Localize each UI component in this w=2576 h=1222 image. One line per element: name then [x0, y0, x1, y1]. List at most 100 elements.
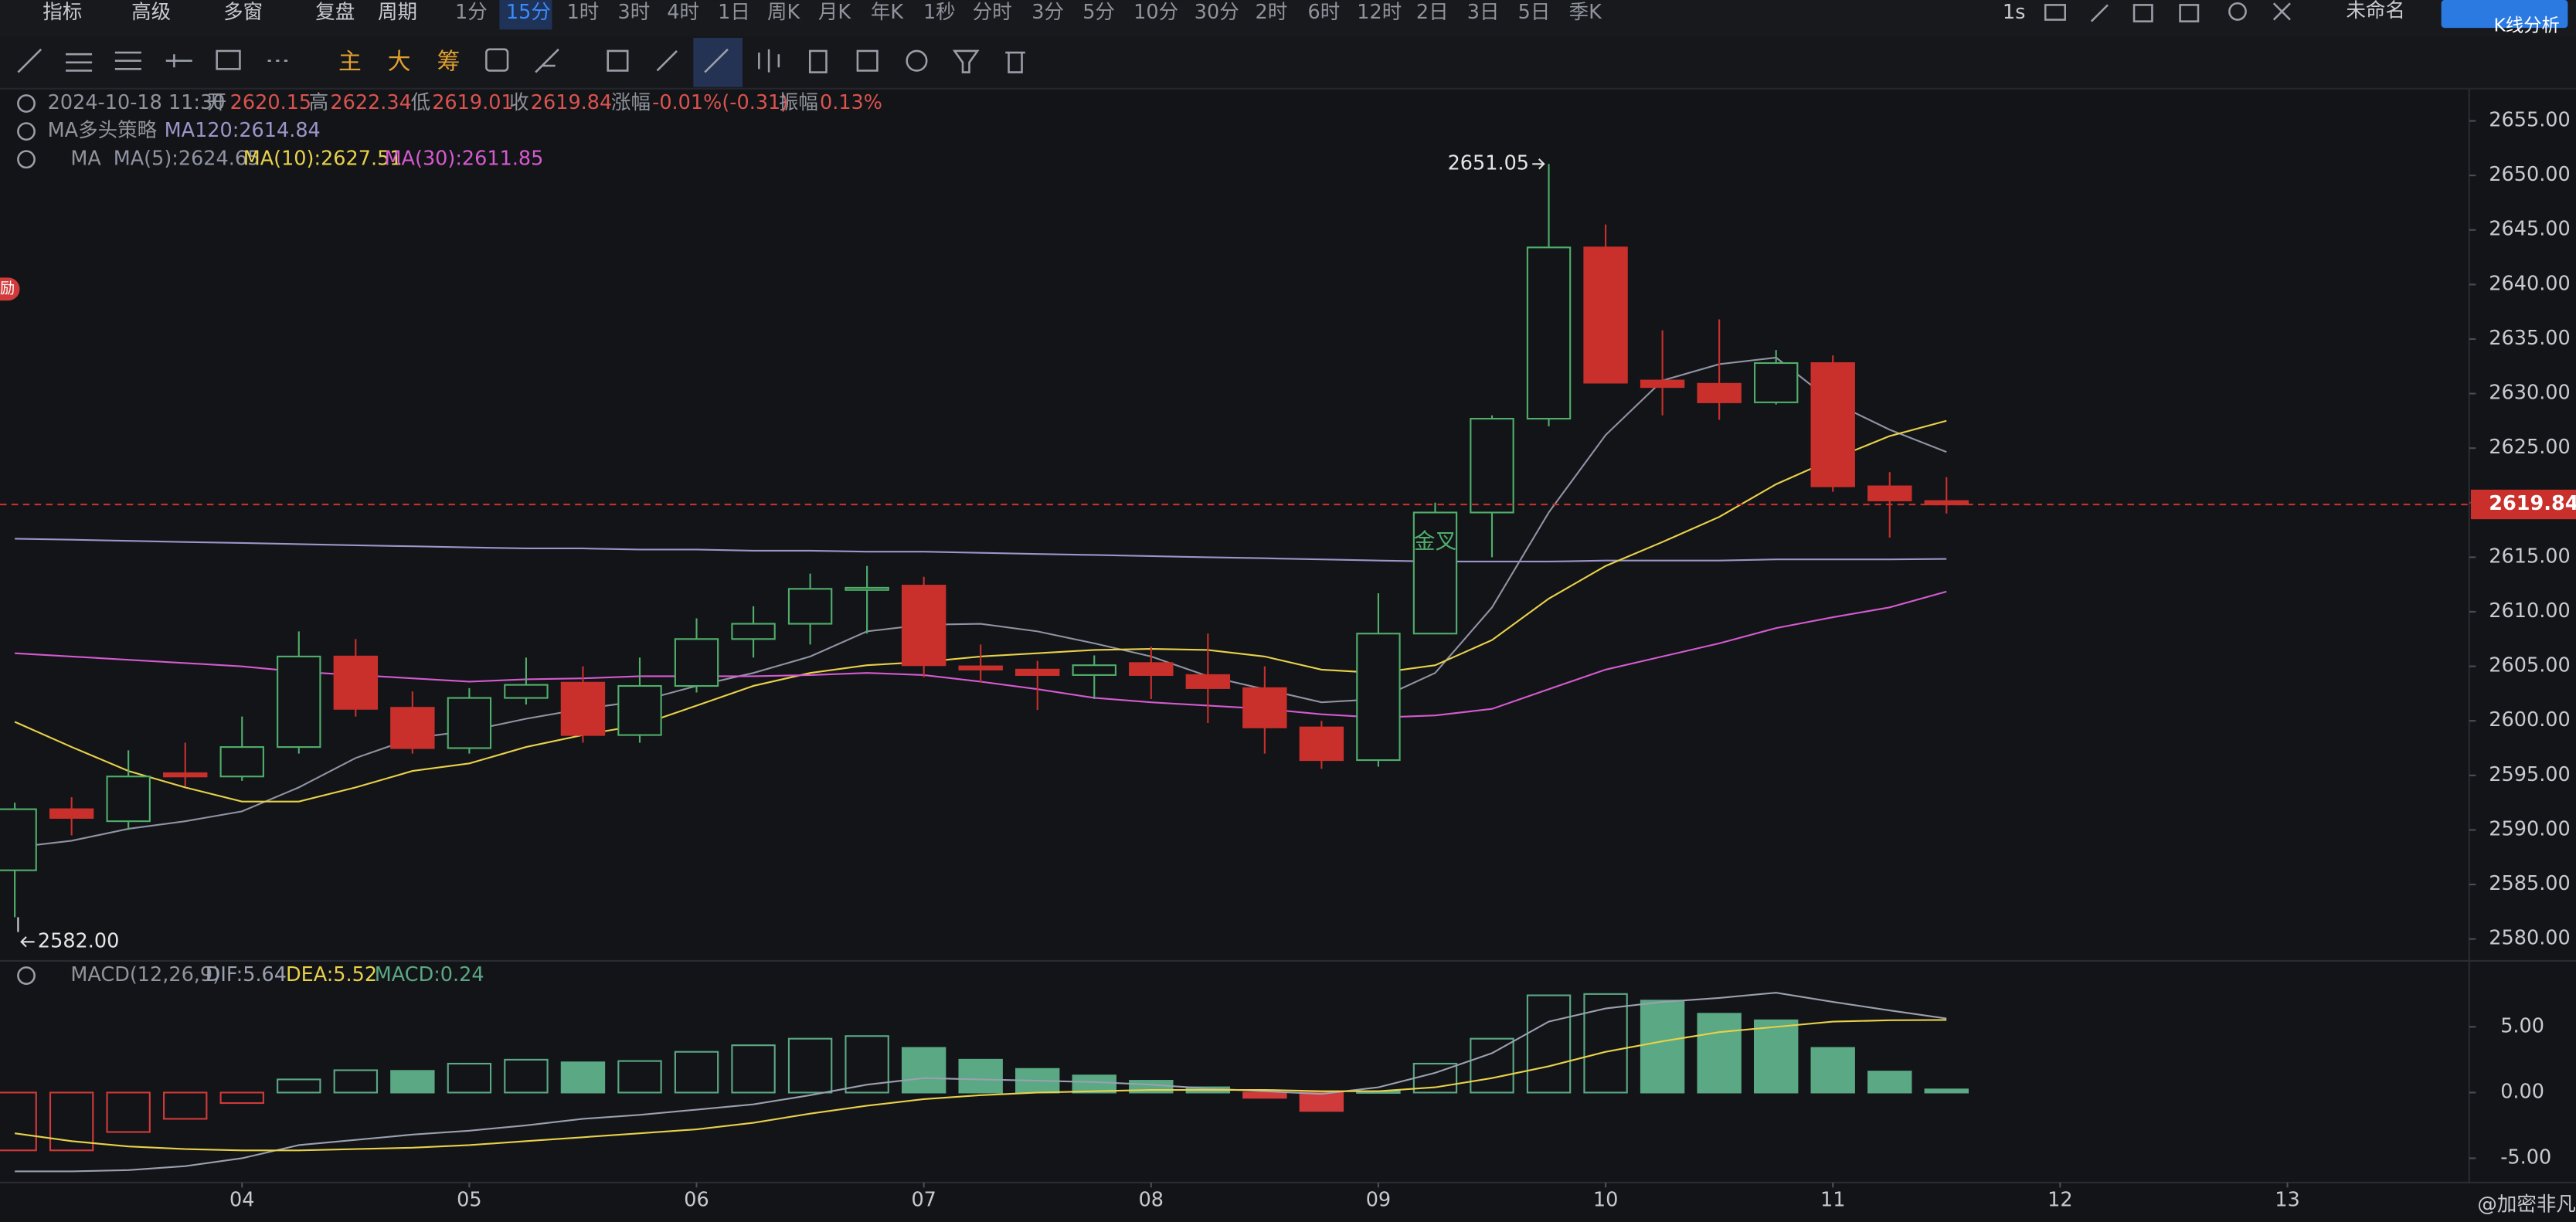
macd-bar	[49, 1091, 94, 1152]
period-item[interactable]: 1分	[455, 1, 488, 24]
y-tick-label: 2595.00	[2489, 763, 2570, 786]
min-arrow	[20, 936, 35, 948]
candle-body	[731, 623, 776, 640]
macd-bar	[1470, 1037, 1514, 1094]
legend-entry: MA(30):2611.85	[385, 147, 544, 170]
icon-window[interactable]	[2133, 4, 2153, 22]
x-tick-label: 09	[1366, 1188, 1391, 1211]
period-item[interactable]: 30分	[1195, 1, 1239, 24]
candle-body	[106, 776, 151, 823]
tool-i[interactable]	[906, 49, 928, 72]
menu-item[interactable]: 高级	[131, 1, 171, 24]
period-item[interactable]: 10分	[1133, 1, 1178, 24]
menu-item[interactable]: 周期	[378, 1, 417, 24]
last-price-box	[2470, 489, 2576, 520]
change-value: -0.01%(-0.31)	[652, 91, 788, 114]
analysis-button[interactable]: K线分析	[2493, 15, 2559, 36]
period-item[interactable]: 2时	[1255, 1, 1287, 24]
badge-bg	[0, 277, 20, 301]
close-label: 收	[509, 91, 529, 114]
workspace[interactable]: 未命名	[2346, 0, 2405, 22]
open-label: 开	[207, 91, 227, 114]
layer-button[interactable]: 筹	[437, 48, 460, 75]
tool-hline[interactable]	[165, 54, 192, 68]
tool-rect[interactable]	[216, 49, 241, 70]
legend-entry: DIF:5.64	[206, 963, 287, 986]
y-tick-label: 2610.00	[2489, 599, 2570, 623]
period-item[interactable]: 12时	[1357, 1, 1402, 24]
macd-bar	[1697, 1013, 1742, 1094]
max-arrow	[1532, 158, 1545, 170]
layer-button[interactable]: 大	[388, 48, 411, 75]
icon-fullscreen[interactable]	[2272, 2, 2291, 21]
icon-settings[interactable]	[2228, 2, 2247, 21]
speed[interactable]: 1s	[2003, 1, 2026, 24]
candle-body	[674, 638, 719, 687]
tool-e[interactable]	[704, 48, 729, 73]
y-tick-label: 0.00	[2500, 1080, 2544, 1103]
period-item[interactable]: 1时	[567, 1, 600, 24]
menu-item[interactable]: 指标	[42, 1, 82, 24]
icon-camera[interactable]	[2044, 4, 2067, 21]
tool-delete[interactable]	[1005, 51, 1025, 73]
last-price-label: 2619.84	[2489, 492, 2576, 515]
period-item[interactable]: 5日	[1518, 1, 1551, 24]
y-tick-label: 2635.00	[2489, 327, 2570, 350]
period-item[interactable]: 年K	[871, 1, 905, 24]
menu-item[interactable]: 复盘	[315, 1, 355, 24]
period-item[interactable]: 季K	[1569, 1, 1603, 24]
candle-body	[219, 746, 264, 778]
macd-title: MACD(12,26,9)	[70, 963, 220, 986]
candle-body	[617, 684, 662, 736]
tool-channel[interactable]	[66, 53, 93, 72]
candle-body	[1015, 668, 1060, 676]
tool-fib[interactable]	[114, 51, 141, 70]
menu-item[interactable]: 多窗	[223, 1, 263, 24]
tool-a[interactable]	[485, 48, 509, 72]
macd-bar	[1072, 1074, 1116, 1094]
period-item[interactable]: 3分	[1031, 1, 1064, 24]
period-active-bg	[499, 0, 552, 30]
macd-bar	[958, 1058, 1003, 1094]
tool-b[interactable]	[535, 48, 559, 73]
top-icons[interactable]	[2044, 0, 2568, 29]
icon-layout[interactable]	[2179, 4, 2200, 22]
candle-body	[49, 808, 94, 819]
legend-entry: MA(5):2624.65	[114, 147, 260, 170]
tool-filter[interactable]	[952, 49, 980, 73]
tool-c[interactable]	[607, 49, 629, 72]
x-tick-label: 07	[911, 1188, 936, 1211]
period-item[interactable]: 4时	[667, 1, 699, 24]
candle-body	[0, 808, 37, 871]
period-item[interactable]: 1秒	[923, 1, 956, 24]
tool-g[interactable]	[808, 49, 828, 73]
y-tick-label: -5.00	[2500, 1146, 2551, 1169]
period-item[interactable]: 周K	[767, 1, 801, 24]
max-label: 2651.05	[1448, 151, 1529, 175]
period-item[interactable]: 5分	[1082, 1, 1115, 24]
top-toolbar	[0, 0, 2576, 36]
period-item[interactable]: 3时	[617, 1, 650, 24]
analysis-button-bg[interactable]	[2441, 0, 2568, 29]
macd-bar	[617, 1060, 662, 1094]
layer-button[interactable]: 主	[338, 48, 362, 75]
period-item[interactable]: 月K	[818, 1, 852, 24]
icon-pen[interactable]	[2090, 4, 2109, 22]
y-tick-label: 2580.00	[2489, 927, 2570, 950]
period-item[interactable]: 3日	[1467, 1, 1500, 24]
tool-f[interactable]	[758, 49, 780, 73]
tool-line[interactable]	[17, 48, 42, 73]
close-value: 2619.84	[531, 91, 612, 114]
period-item[interactable]: 1日	[718, 1, 750, 24]
period-item[interactable]: 15分	[506, 1, 551, 24]
period-item[interactable]: 6时	[1308, 1, 1341, 24]
candle-body	[901, 585, 946, 667]
tool-h[interactable]	[856, 49, 878, 72]
period-item[interactable]: 2日	[1416, 1, 1449, 24]
period-item[interactable]: 分时	[973, 1, 1012, 24]
drawing-tools[interactable]	[17, 37, 1025, 87]
open-value: 2620.15	[230, 91, 311, 114]
macd-bar	[277, 1078, 321, 1094]
tool-d[interactable]	[656, 50, 678, 72]
amplitude-value: 0.13%	[820, 91, 882, 114]
